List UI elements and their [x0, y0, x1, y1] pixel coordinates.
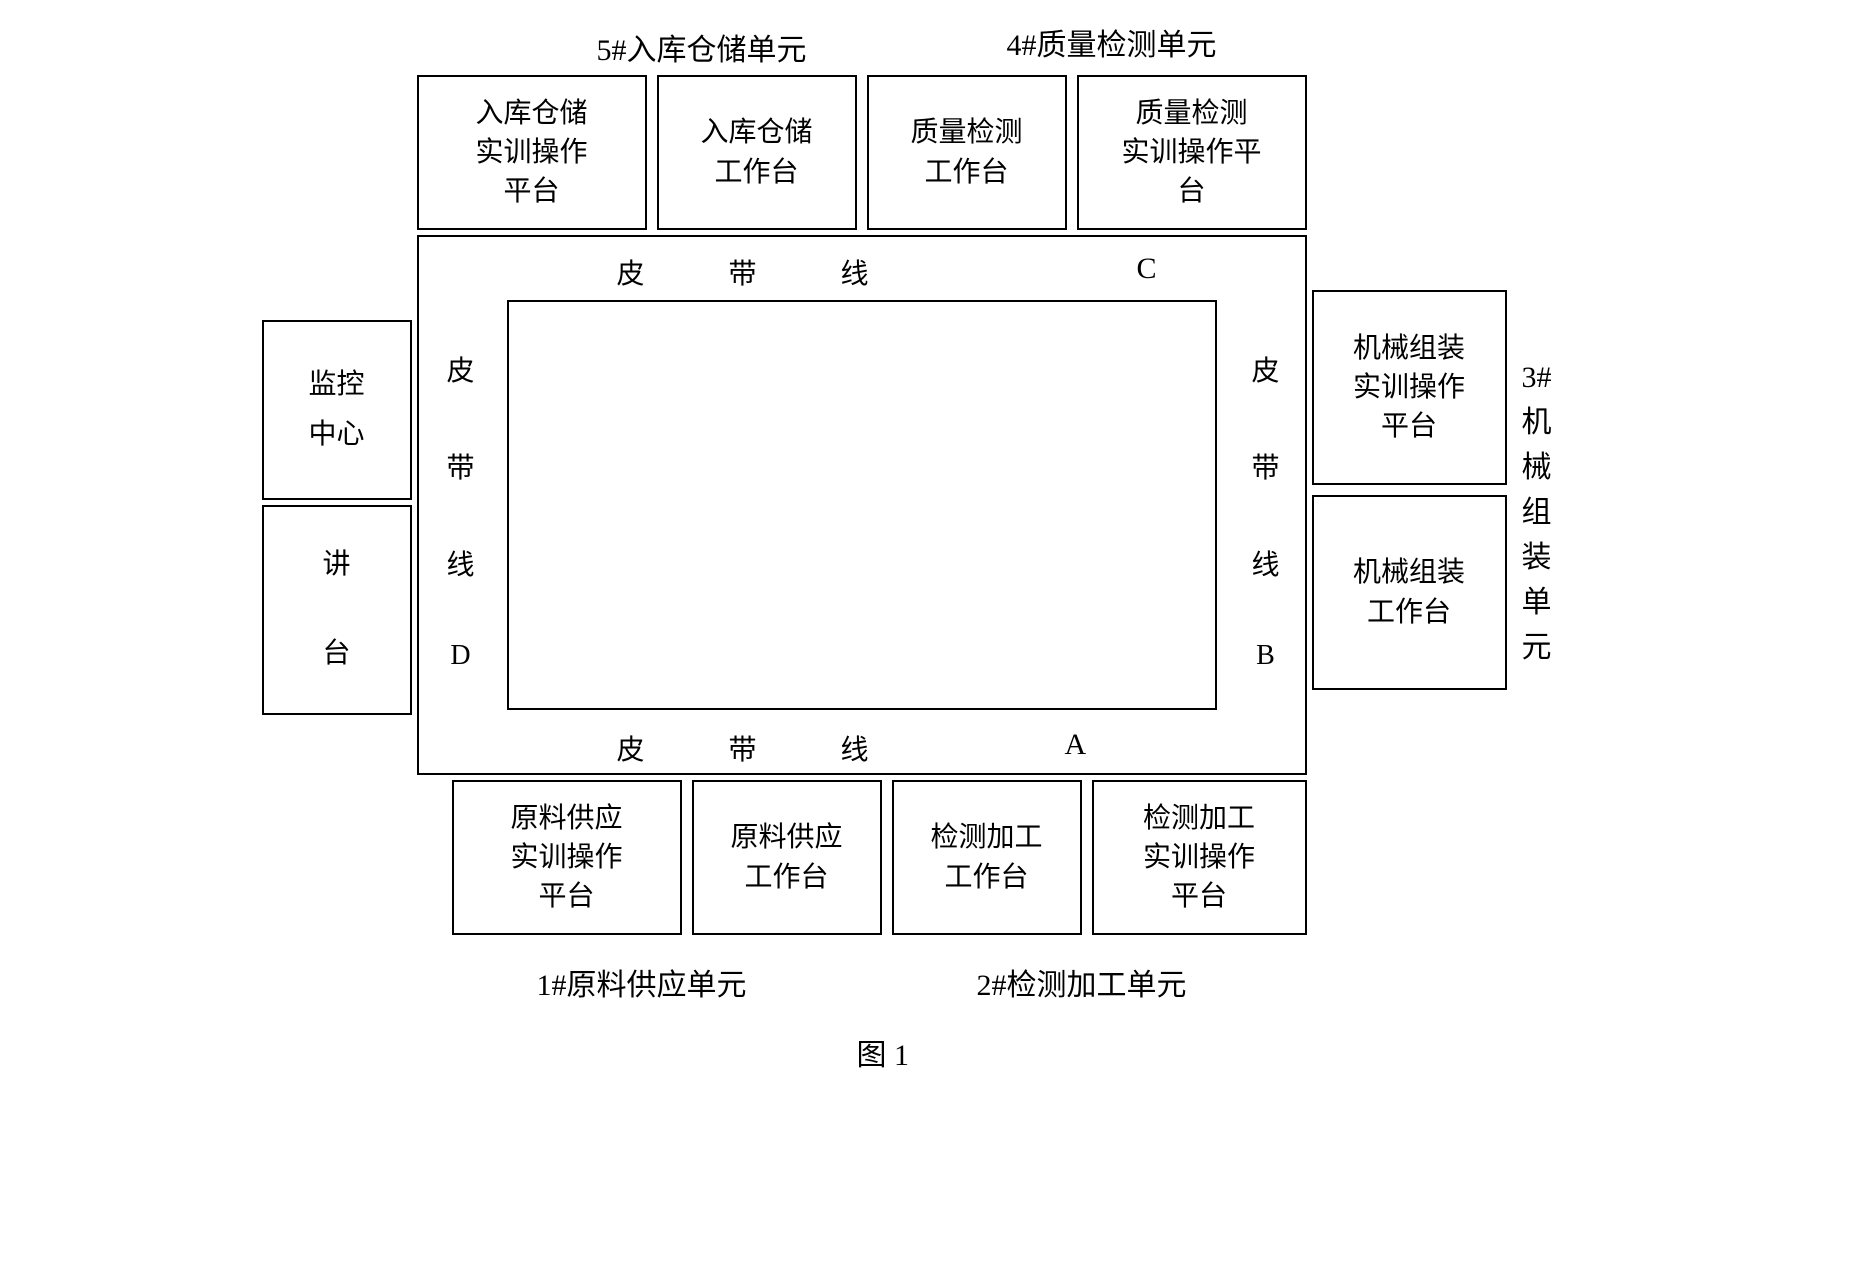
conveyor-top-label: 皮 带 线 — [617, 252, 869, 292]
bottom-box-3-text: 检测加工 工作台 — [930, 818, 1042, 896]
conveyor-right-label: 皮 带 线 B — [1252, 320, 1280, 700]
right-box-1-text: 机械组装 实训操作 平台 — [1353, 329, 1465, 447]
conveyor-bottom-letter: A — [1065, 728, 1087, 762]
left-box-2: 讲 台 — [262, 505, 412, 715]
figure-label: 图 1 — [857, 1030, 910, 1074]
conveyor-left-char-1: 带 — [447, 446, 475, 486]
top-box-3-text: 质量检测 工作台 — [910, 113, 1022, 191]
unit3-label-text: 3# 机 械 组 装 单 元 — [1522, 361, 1552, 664]
conveyor-right-char-0: 皮 — [1252, 349, 1280, 389]
conveyor-right-char-1: 带 — [1252, 446, 1280, 486]
bottom-box-4: 检测加工 实训操作 平台 — [1092, 780, 1307, 935]
conveyor-left-char-3: D — [450, 640, 470, 672]
bottom-box-3: 检测加工 工作台 — [892, 780, 1082, 935]
unit5-label: 5#入库仓储单元 — [597, 25, 807, 69]
top-box-2-text: 入库仓储 工作台 — [700, 113, 812, 191]
top-box-1: 入库仓储 实训操作 平台 — [417, 75, 647, 230]
right-box-2-text: 机械组装 工作台 — [1353, 553, 1465, 631]
bottom-box-1-text: 原料供应 实训操作 平台 — [510, 799, 622, 917]
right-box-1: 机械组装 实训操作 平台 — [1312, 290, 1507, 485]
bottom-box-4-text: 检测加工 实训操作 平台 — [1143, 799, 1255, 917]
left-box-1-text: 监控 中心 — [308, 360, 364, 461]
conveyor-right-char-3: B — [1256, 640, 1275, 672]
bottom-box-2-text: 原料供应 工作台 — [730, 818, 842, 896]
left-box-1: 监控 中心 — [262, 320, 412, 500]
top-box-4-text: 质量检测 实训操作平 台 — [1121, 94, 1261, 212]
top-box-2: 入库仓储 工作台 — [657, 75, 857, 230]
top-box-4: 质量检测 实训操作平 台 — [1077, 75, 1307, 230]
conveyor-right-char-2: 线 — [1252, 543, 1280, 583]
conveyor-inner — [507, 300, 1217, 710]
conveyor-bottom-label: 皮 带 线 — [617, 728, 869, 768]
diagram-container: 5#入库仓储单元 4#质量检测单元 入库仓储 实训操作 平台 入库仓储 工作台 … — [177, 20, 1677, 1120]
bottom-box-1: 原料供应 实训操作 平台 — [452, 780, 682, 935]
conveyor-left-label: 皮 带 线 D — [447, 320, 475, 700]
top-box-3: 质量检测 工作台 — [867, 75, 1067, 230]
conveyor-left-char-0: 皮 — [447, 349, 475, 389]
left-box-2-text: 讲 台 — [322, 543, 350, 677]
unit2-label: 2#检测加工单元 — [977, 960, 1187, 1004]
conveyor-top-letter: C — [1137, 252, 1157, 286]
right-box-2: 机械组装 工作台 — [1312, 495, 1507, 690]
bottom-box-2: 原料供应 工作台 — [692, 780, 882, 935]
top-box-1-text: 入库仓储 实训操作 平台 — [475, 94, 587, 212]
conveyor-left-char-2: 线 — [447, 543, 475, 583]
unit3-label: 3# 机 械 组 装 单 元 — [1522, 310, 1552, 670]
unit1-label: 1#原料供应单元 — [537, 960, 747, 1004]
unit4-label: 4#质量检测单元 — [1007, 20, 1217, 64]
